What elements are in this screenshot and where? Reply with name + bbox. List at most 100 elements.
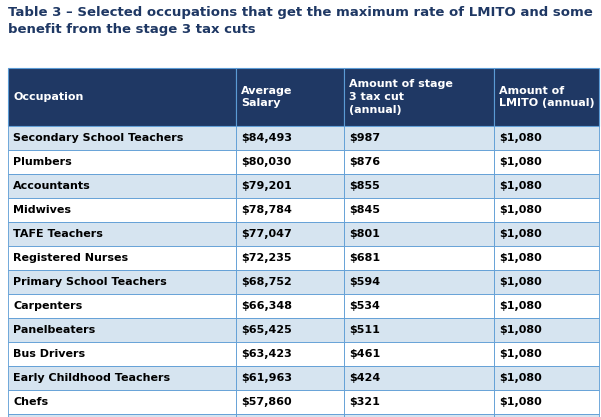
Text: $424: $424 — [349, 373, 380, 383]
Text: Chefs: Chefs — [13, 397, 48, 407]
Bar — [494, 126, 599, 150]
Bar — [494, 342, 599, 366]
Text: $987: $987 — [349, 133, 380, 143]
Text: $1,080: $1,080 — [499, 181, 542, 191]
Text: Plumbers: Plumbers — [13, 157, 72, 167]
Bar — [236, 366, 344, 390]
Bar — [494, 150, 599, 174]
Bar — [236, 174, 344, 198]
Text: Panelbeaters: Panelbeaters — [13, 325, 95, 335]
Bar — [236, 318, 344, 342]
Text: $68,752: $68,752 — [241, 277, 291, 287]
Bar — [344, 294, 494, 318]
Text: Primary School Teachers: Primary School Teachers — [13, 277, 166, 287]
Bar — [494, 318, 599, 342]
Bar — [344, 174, 494, 198]
Bar — [236, 270, 344, 294]
Bar — [236, 342, 344, 366]
Text: $321: $321 — [349, 397, 380, 407]
Text: $57,860: $57,860 — [241, 397, 291, 407]
Bar — [494, 366, 599, 390]
Text: Secondary School Teachers: Secondary School Teachers — [13, 133, 183, 143]
Text: $79,201: $79,201 — [241, 181, 291, 191]
Text: $1,080: $1,080 — [499, 325, 542, 335]
Bar — [8, 342, 236, 366]
Text: $1,080: $1,080 — [499, 349, 542, 359]
Bar — [494, 294, 599, 318]
Bar — [344, 222, 494, 246]
Bar — [494, 390, 599, 414]
Bar — [344, 366, 494, 390]
Bar — [8, 270, 236, 294]
Bar — [494, 246, 599, 270]
Bar — [236, 198, 344, 222]
Text: $1,080: $1,080 — [499, 253, 542, 263]
Text: $876: $876 — [349, 157, 380, 167]
Bar — [8, 222, 236, 246]
Bar — [344, 198, 494, 222]
Bar — [344, 68, 494, 126]
Text: $1,080: $1,080 — [499, 205, 542, 215]
Bar — [236, 294, 344, 318]
Text: $511: $511 — [349, 325, 380, 335]
Text: $65,425: $65,425 — [241, 325, 291, 335]
Text: $63,423: $63,423 — [241, 349, 291, 359]
Text: $1,080: $1,080 — [499, 133, 542, 143]
Text: $1,080: $1,080 — [499, 373, 542, 383]
Text: Midwives: Midwives — [13, 205, 71, 215]
Bar — [344, 246, 494, 270]
Bar — [8, 174, 236, 198]
Bar — [344, 126, 494, 150]
Bar — [236, 150, 344, 174]
Bar — [236, 222, 344, 246]
Text: Amount of
LMITO (annual): Amount of LMITO (annual) — [499, 85, 594, 108]
Bar — [344, 270, 494, 294]
Text: $66,348: $66,348 — [241, 301, 292, 311]
Text: $1,080: $1,080 — [499, 301, 542, 311]
Text: Bus Drivers: Bus Drivers — [13, 349, 85, 359]
Bar — [8, 390, 236, 414]
Bar — [8, 68, 236, 126]
Bar — [494, 174, 599, 198]
Bar — [494, 414, 599, 417]
Text: $78,784: $78,784 — [241, 205, 292, 215]
Text: $1,080: $1,080 — [499, 397, 542, 407]
Text: $61,963: $61,963 — [241, 373, 292, 383]
Bar — [236, 68, 344, 126]
Text: Average
Salary: Average Salary — [241, 85, 292, 108]
Bar — [236, 414, 344, 417]
Text: $1,080: $1,080 — [499, 229, 542, 239]
Bar — [494, 68, 599, 126]
Text: $461: $461 — [349, 349, 380, 359]
Bar — [344, 150, 494, 174]
Text: $855: $855 — [349, 181, 380, 191]
Text: $72,235: $72,235 — [241, 253, 291, 263]
Bar — [8, 414, 236, 417]
Bar — [8, 366, 236, 390]
Bar — [8, 318, 236, 342]
Text: $845: $845 — [349, 205, 380, 215]
Bar — [494, 198, 599, 222]
Text: $80,030: $80,030 — [241, 157, 291, 167]
Bar — [8, 198, 236, 222]
Bar — [236, 390, 344, 414]
Bar — [236, 126, 344, 150]
Text: $681: $681 — [349, 253, 380, 263]
Bar — [344, 342, 494, 366]
Text: benefit from the stage 3 tax cuts: benefit from the stage 3 tax cuts — [8, 23, 255, 36]
Bar — [8, 246, 236, 270]
Text: Accountants: Accountants — [13, 181, 91, 191]
Text: $1,080: $1,080 — [499, 277, 542, 287]
Bar — [344, 390, 494, 414]
Text: Early Childhood Teachers: Early Childhood Teachers — [13, 373, 170, 383]
Bar — [344, 414, 494, 417]
Text: $1,080: $1,080 — [499, 157, 542, 167]
Text: $594: $594 — [349, 277, 380, 287]
Text: Occupation: Occupation — [13, 92, 84, 102]
Text: $77,047: $77,047 — [241, 229, 291, 239]
Text: TAFE Teachers: TAFE Teachers — [13, 229, 103, 239]
Text: $534: $534 — [349, 301, 380, 311]
Bar — [494, 270, 599, 294]
Text: Table 3 – Selected occupations that get the maximum rate of LMITO and some: Table 3 – Selected occupations that get … — [8, 6, 593, 19]
Bar — [236, 246, 344, 270]
